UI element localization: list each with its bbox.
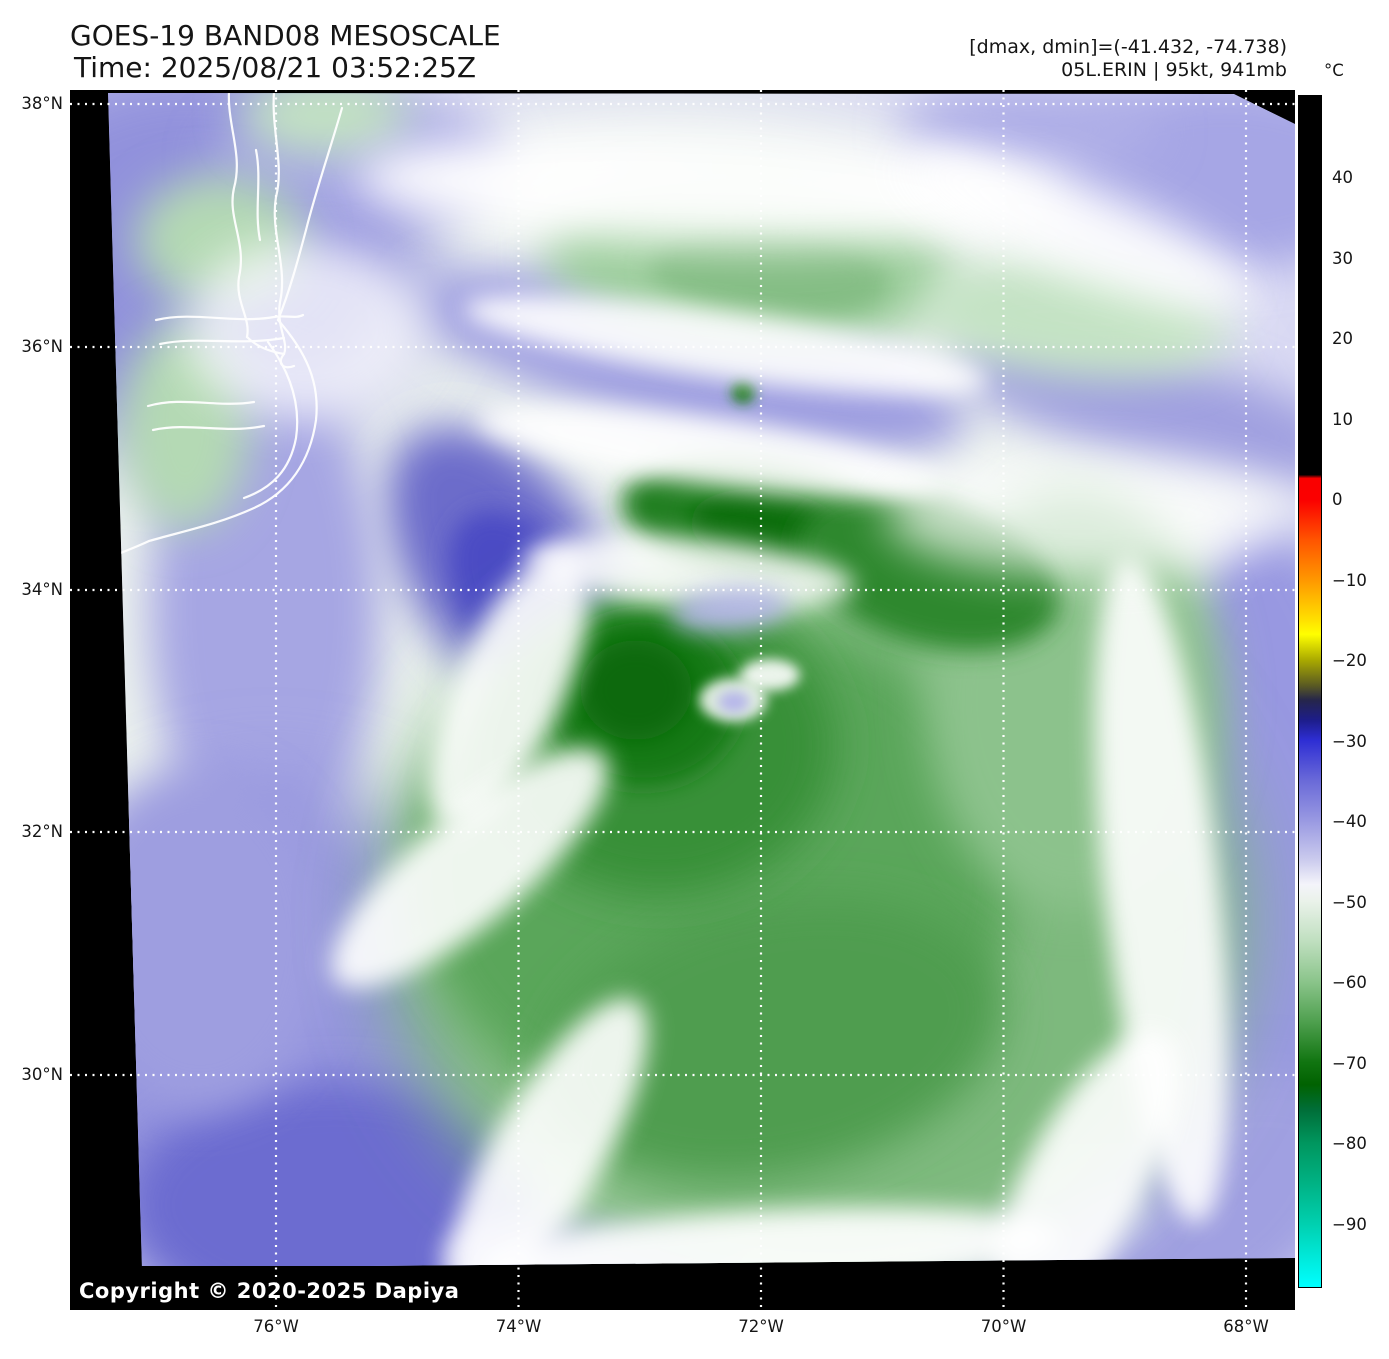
graticule bbox=[70, 90, 1295, 1310]
lat-tick-label: 34°N bbox=[21, 579, 63, 599]
colorbar-tick-label: −50 bbox=[1332, 892, 1367, 912]
satellite-image bbox=[70, 90, 1295, 1310]
lon-tick-label: 74°W bbox=[495, 1317, 542, 1336]
colorbar-tick-label: 0 bbox=[1332, 490, 1343, 509]
colorbar-tick-label: 40 bbox=[1332, 168, 1353, 187]
data-swath bbox=[108, 93, 1295, 1270]
copyright-bar bbox=[70, 1266, 1295, 1310]
storm-info: 05L.ERIN | 95kt, 941mb bbox=[1061, 59, 1287, 81]
product-time: Time: 2025/08/21 03:52:25Z bbox=[74, 51, 477, 84]
colorbar-tick-label: −60 bbox=[1332, 973, 1367, 992]
lat-tick-label: 36°N bbox=[21, 336, 63, 356]
colorbar-tick-label: −40 bbox=[1332, 812, 1367, 831]
lat-tick-label: 32°N bbox=[21, 822, 63, 842]
lon-tick-label: 70°W bbox=[980, 1317, 1027, 1336]
data-range-info: [dmax, dmin]=(-41.432, -74.738) bbox=[969, 36, 1287, 58]
lon-tick-label: 68°W bbox=[1223, 1317, 1269, 1336]
colorbar bbox=[1298, 95, 1322, 1288]
lat-tick-label: 38°N bbox=[21, 94, 63, 113]
colorbar-tick-label: −20 bbox=[1332, 651, 1367, 670]
colorbar-unit-label: °C bbox=[1324, 61, 1344, 80]
lon-tick-label: 72°W bbox=[738, 1317, 784, 1336]
colorbar-tick-label: −80 bbox=[1332, 1134, 1367, 1153]
colorbar-tick-label: 10 bbox=[1332, 409, 1353, 429]
lon-tick-label: 76°W bbox=[253, 1317, 299, 1336]
colorbar-tick-label: −90 bbox=[1332, 1214, 1367, 1234]
colorbar-tick-label: −10 bbox=[1332, 570, 1367, 590]
lat-tick-label: 30°N bbox=[21, 1065, 63, 1084]
satellite-map bbox=[70, 90, 1295, 1310]
storm-eye bbox=[718, 691, 750, 713]
colorbar-tick-label: 20 bbox=[1332, 329, 1353, 348]
copyright-text: Copyright © 2020-2025 Dapiya bbox=[79, 1279, 460, 1303]
product-title: GOES-19 BAND08 MESOSCALE bbox=[70, 19, 501, 52]
colorbar-tick-label: 30 bbox=[1332, 248, 1353, 268]
colorbar-tick-label: −70 bbox=[1332, 1053, 1367, 1073]
colorbar-tick-label: −30 bbox=[1332, 731, 1367, 751]
